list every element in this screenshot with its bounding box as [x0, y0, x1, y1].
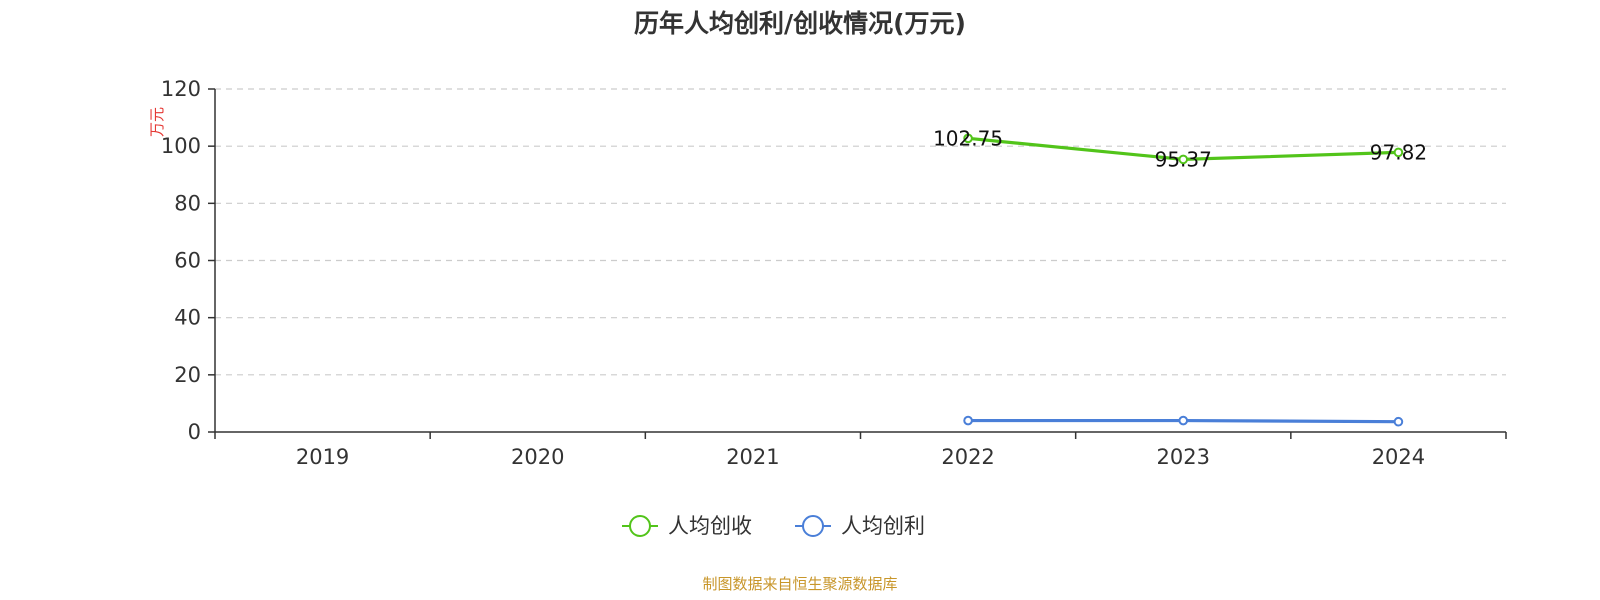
data-label: 102.75: [933, 126, 1003, 150]
legend-item-1[interactable]: 人均创利: [795, 514, 925, 538]
y-tick-label: 100: [161, 134, 201, 158]
legend-item-0[interactable]: 人均创收: [622, 514, 752, 538]
x-tick-label: 2021: [726, 445, 779, 469]
y-tick-label: 20: [174, 363, 201, 387]
grid-lines: [215, 88, 1506, 376]
legend-label: 人均创利: [841, 514, 925, 538]
chart-title: 历年人均创利/创收情况(万元): [634, 9, 966, 38]
legend[interactable]: 人均创收 人均创利: [622, 514, 925, 538]
legend-label: 人均创收: [668, 514, 752, 538]
data-point[interactable]: [963, 133, 973, 144]
legend-marker: [629, 515, 651, 537]
x-tick-label: 2020: [511, 445, 564, 469]
y-tick-label: 80: [174, 191, 201, 215]
data-point[interactable]: [1393, 147, 1404, 158]
y-tick-label: 0: [188, 420, 201, 444]
x-tick-label: 2023: [1157, 445, 1210, 469]
y-tick-label: 120: [161, 77, 201, 101]
data-labels: 102.75 95.37 97.82: [933, 126, 1427, 171]
y-tick-label: 40: [174, 306, 201, 330]
y-tick-label: 60: [174, 249, 201, 273]
data-point[interactable]: [1178, 415, 1189, 426]
legend-marker: [802, 515, 824, 537]
y-axis-unit-label: 万元: [148, 107, 166, 137]
x-tick-label: 2022: [941, 445, 994, 469]
series-lines: [963, 133, 1404, 427]
x-tick-label: 2024: [1372, 445, 1425, 469]
axes: 0 20 40 60 80 100 120 2019 2020 2021 2022 2023 2024: [161, 77, 1507, 469]
data-point[interactable]: [1393, 416, 1404, 427]
data-point[interactable]: [963, 415, 973, 426]
source-note: 制图数据来自恒生聚源数据库: [702, 575, 897, 593]
data-point[interactable]: [1178, 154, 1189, 165]
data-label: 97.82: [1370, 140, 1427, 164]
x-tick-label: 2019: [296, 445, 349, 469]
data-label: 95.37: [1155, 147, 1212, 171]
